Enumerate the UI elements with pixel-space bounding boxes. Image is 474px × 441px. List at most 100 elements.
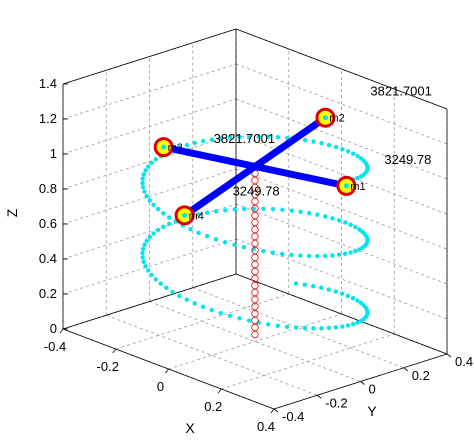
y-tick-label: 0	[369, 382, 376, 397]
arm-m4	[181, 163, 259, 219]
trajectory-point	[155, 206, 161, 212]
grid-line	[235, 133, 448, 215]
trajectory-point	[247, 134, 252, 139]
trajectory-point	[333, 289, 338, 294]
trajectory-point	[196, 230, 201, 235]
grid-line	[235, 168, 448, 250]
trajectory-point	[166, 215, 172, 220]
trajectory-point	[144, 193, 149, 199]
trajectory-point	[140, 246, 146, 252]
trajectory-point	[285, 135, 290, 141]
trajectory-point	[164, 285, 169, 291]
z-tick-label: 0.6	[39, 216, 57, 231]
rotor-label-m2: m2	[329, 113, 344, 125]
z-tick-label: 1	[50, 146, 57, 161]
trajectory-point	[289, 208, 294, 213]
trajectory-point	[275, 135, 281, 140]
trajectory-point	[353, 248, 358, 254]
axes-box	[59, 28, 452, 414]
trajectory-point	[227, 135, 233, 140]
trajectory-point	[218, 136, 224, 141]
mast-circle	[251, 281, 259, 290]
trajectory-point	[237, 316, 242, 321]
trajectory-point	[298, 209, 303, 214]
trajectory-point	[280, 207, 285, 213]
grid-line	[168, 313, 342, 370]
y-tick-label: 0.2	[412, 368, 430, 383]
trajectory-point	[340, 324, 345, 329]
grid-line	[106, 314, 318, 396]
rotor-center-m1	[343, 183, 349, 189]
grid-line	[235, 63, 448, 145]
trajectory-point	[360, 229, 365, 235]
trajectory-point	[246, 318, 252, 323]
trajectory-point	[293, 281, 299, 286]
trajectory-point	[192, 301, 197, 306]
mast-circle	[251, 323, 259, 332]
trajectory-point	[348, 222, 353, 227]
trajectory-point	[140, 180, 145, 186]
trajectory-point	[336, 218, 342, 223]
axis-edge	[235, 28, 448, 110]
trajectory-point	[140, 250, 145, 256]
axis-edge	[62, 273, 237, 330]
trajectory-point	[333, 144, 339, 150]
grid-line	[149, 301, 361, 382]
y-tick	[403, 367, 408, 372]
rotor-label-m1: m1	[350, 181, 365, 193]
mast-circle	[251, 218, 259, 227]
annotation-m3: 3821.7001	[214, 131, 275, 146]
mast-circles	[251, 169, 259, 339]
z-tick-label: 0.4	[39, 251, 57, 266]
y-tick	[273, 408, 279, 413]
trajectory-point	[200, 304, 206, 310]
trajectory-point	[232, 207, 237, 212]
trajectory-point	[307, 210, 312, 216]
trajectory-point	[361, 303, 367, 308]
trajectory-point	[147, 198, 152, 203]
grid-line	[62, 133, 237, 190]
annotation-m2: 3821.7001	[370, 84, 431, 99]
x-tick-label: 0.2	[204, 399, 222, 414]
trajectory-point	[143, 168, 148, 173]
mast-circle	[251, 232, 259, 241]
mast-circle	[251, 260, 259, 269]
z-tick-label: 0	[50, 321, 57, 336]
trajectory-point	[336, 252, 342, 257]
grid-line	[62, 168, 237, 225]
axis-edge	[235, 273, 448, 355]
y-tick-label: 0.4	[455, 354, 473, 369]
trajectory-point	[340, 146, 345, 152]
trajectory-point	[177, 293, 182, 299]
grid-line	[62, 98, 237, 155]
z-tick-label: 1.2	[39, 111, 57, 126]
trajectory-point	[232, 242, 237, 248]
rotor-center-m2	[322, 115, 328, 121]
trajectory-point	[170, 289, 175, 295]
trajectory-point	[289, 252, 294, 258]
labels: X Y Z 0 0.2 0.4 0.6 0.8 1 1.2 1.4 -0.4 -0.2 0 0.2 0.…	[4, 76, 473, 436]
trajectory-point	[280, 251, 285, 257]
mast-circle	[251, 295, 259, 304]
trajectory-point	[213, 209, 219, 214]
trajectory-point	[348, 250, 353, 255]
trajectory-point	[242, 206, 247, 212]
mast-circle	[251, 211, 259, 220]
trajectory-point	[302, 137, 308, 143]
trajectory-point	[266, 134, 271, 139]
trajectory-point	[144, 238, 149, 244]
trajectory-point	[330, 253, 335, 258]
trajectory-point	[345, 323, 351, 328]
trajectory-point	[140, 176, 145, 181]
trajectory-point	[306, 253, 312, 259]
annotation-m4: 3249.78	[233, 183, 280, 198]
rotor-center-m3	[161, 144, 167, 150]
x-tick-label: -0.2	[97, 359, 119, 374]
trajectory-point	[256, 320, 261, 325]
mast-circle	[251, 225, 259, 234]
rotor-label-m3: m3	[168, 142, 183, 154]
trajectory-point	[146, 164, 151, 169]
trajectory-point	[184, 297, 189, 302]
trajectory-point	[251, 206, 257, 211]
